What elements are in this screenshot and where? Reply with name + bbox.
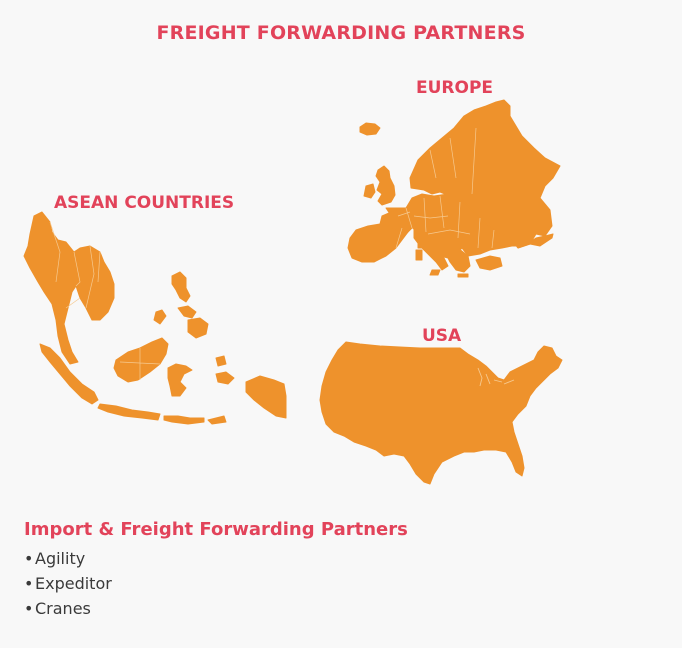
partners-list: •Agility •Expeditor •Cranes (24, 546, 624, 621)
region-label-usa: USA (422, 326, 462, 346)
iceland-shape (359, 122, 381, 136)
mainland-southeast-asia-shape (23, 211, 115, 365)
usa-shape (319, 341, 563, 485)
palawan-shape (153, 309, 167, 325)
partner-item-expeditor: •Expeditor (24, 571, 624, 596)
visayas-shape (177, 305, 197, 319)
partner-item-cranes: •Cranes (24, 596, 624, 621)
turkey-edge-shape (475, 255, 503, 271)
usa-map (319, 341, 563, 485)
new-guinea-shape (245, 375, 287, 419)
bullet: • (24, 549, 34, 568)
mindanao-shape (187, 317, 209, 339)
sardinia-shape (415, 249, 423, 261)
europe-map (347, 99, 561, 278)
partner-name: Expeditor (35, 574, 112, 593)
lesser-sunda-shape (163, 415, 205, 425)
britain-shape (375, 165, 396, 206)
asean-map (23, 211, 287, 425)
asean-border-lines (49, 221, 161, 380)
france-shape (379, 207, 415, 235)
partner-item-agility: •Agility (24, 546, 624, 571)
region-label-asean: ASEAN COUNTRIES (54, 193, 235, 213)
halmahera-shape (215, 355, 227, 367)
timor-shape (207, 415, 227, 425)
ireland-shape (363, 183, 376, 199)
europe-border-lines (395, 127, 495, 249)
partner-name: Cranes (35, 599, 91, 618)
sumatra-shape (39, 343, 99, 405)
partners-section: Import & Freight Forwarding Partners •Ag… (24, 519, 624, 621)
sicily-shape (429, 269, 441, 276)
maluku-shape (215, 371, 235, 385)
balkans-shape (443, 245, 471, 273)
great-lakes-lines (477, 367, 515, 387)
java-shape (97, 403, 161, 421)
bullet: • (24, 599, 34, 618)
crete-shape (457, 273, 469, 278)
borneo-shape (113, 337, 169, 383)
bullet: • (24, 574, 34, 593)
partners-heading: Import & Freight Forwarding Partners (24, 519, 408, 540)
corsica-shape (417, 239, 423, 249)
partner-name: Agility (35, 549, 86, 568)
sulawesi-shape (167, 363, 193, 397)
luzon-shape (171, 271, 191, 303)
region-label-europe: EUROPE (416, 78, 494, 98)
page-title: FREIGHT FORWARDING PARTNERS (156, 22, 526, 44)
